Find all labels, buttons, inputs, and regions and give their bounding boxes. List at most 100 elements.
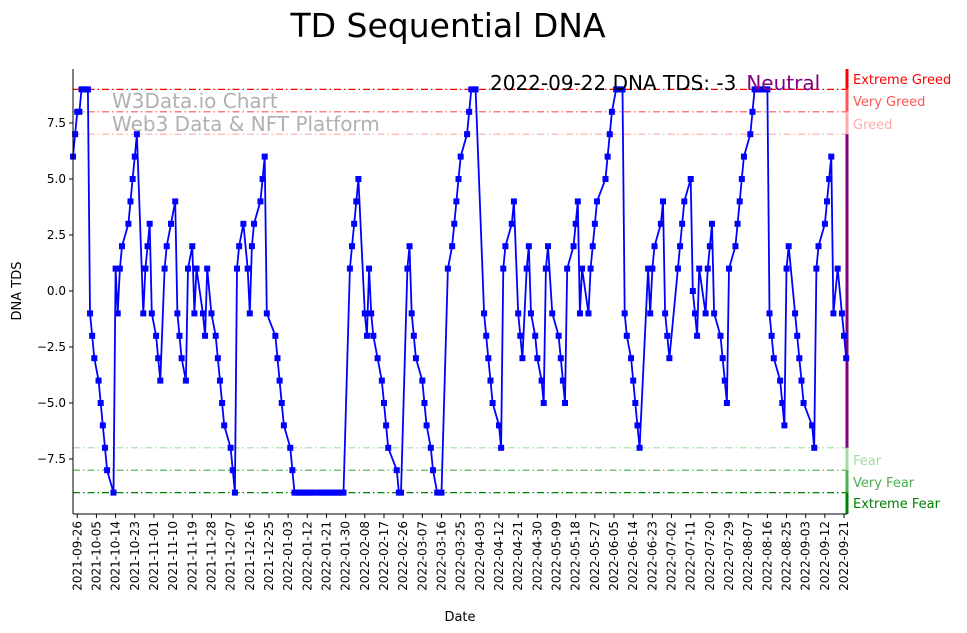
data-point-marker [645,265,652,272]
x-tick-label: 2022-06-23 [645,521,659,591]
data-point-marker [647,310,654,317]
y-tick-label: 2.5 [47,228,66,242]
data-point-marker [259,176,266,182]
data-point-marker [453,198,460,205]
data-point-marker [570,243,577,250]
zone-bar [845,69,849,90]
data-point-marker [738,176,745,182]
x-tick-label: 2022-04-21 [511,521,525,591]
data-point-marker [363,332,370,339]
data-point-marker [777,377,784,384]
data-point-marker [455,176,462,182]
x-ticks: 2021-09-26 2021-10-05 2021-10-14 2021-10-23… [70,514,851,591]
data-point-marker [248,243,255,250]
data-point-marker [410,332,417,339]
data-point-marker [457,153,464,160]
data-point-marker [726,265,733,272]
data-point-marker [540,400,547,406]
x-tick-label: 2022-09-03 [799,521,813,591]
data-point-marker [785,243,792,250]
data-point-marker [72,131,79,138]
data-point-marker [191,310,198,317]
data-point-marker [185,265,192,272]
x-tick-label: 2021-10-05 [89,521,103,591]
data-point-marker [532,332,539,339]
data-point-marker [574,198,581,205]
data-point-marker [353,198,360,205]
data-point-marker [811,444,818,451]
data-point-marker [815,243,822,250]
x-tick-label: 2021-11-19 [185,521,199,591]
data-point-marker [412,355,419,362]
data-point-marker [280,422,287,429]
data-point-marker [144,243,151,250]
data-point-marker [368,310,375,317]
data-point-marker [525,243,532,250]
data-point-marker [153,332,160,339]
data-point-marker [510,198,517,205]
data-point-marker [340,489,347,496]
data-point-marker [97,400,104,406]
data-point-marker [208,310,215,317]
data-point-marker [214,355,221,362]
data-point-marker [263,310,270,317]
watermark: W3Data.io Chart Web3 Data & NFT Platform [112,89,380,136]
data-point-marker [246,310,253,317]
data-point-marker [602,176,609,182]
data-point-marker [193,265,200,272]
data-point-marker [483,332,490,339]
x-tick-label: 2022-08-16 [760,521,774,591]
x-tick-label: 2021-12-25 [262,521,276,591]
data-point-marker [378,377,385,384]
data-point-marker [666,355,673,362]
y-axis-label: DNA TDS [10,262,25,321]
data-point-marker [370,332,377,339]
data-point-marker [768,332,775,339]
data-point-marker [481,310,488,317]
data-point-marker [781,422,788,429]
data-point-marker [176,332,183,339]
x-tick-label: 2022-09-21 [837,521,851,591]
watermark-line-2: Web3 Data & NFT Platform [112,112,380,136]
data-point-marker [466,108,473,115]
data-point-marker [657,220,664,227]
x-tick-label: 2022-05-18 [569,521,583,591]
data-point-marker [487,377,494,384]
x-tick-label: 2022-02-17 [377,521,391,591]
x-tick-label: 2022-06-14 [626,521,640,591]
data-point-marker [696,265,703,272]
data-point-marker [349,243,356,250]
x-tick-label: 2022-07-02 [665,521,679,591]
data-point-marker [104,467,111,474]
zone-bar [845,492,849,514]
data-point-marker [91,355,98,362]
data-point-marker [523,265,530,272]
dna-tds-series [70,86,850,496]
data-point-marker [770,355,777,362]
x-axis-label: Date [444,610,475,625]
data-point-marker [821,220,828,227]
x-tick-label: 2022-06-05 [607,521,621,591]
x-tick-label: 2021-12-07 [224,521,238,591]
data-point-marker [604,153,611,160]
data-point-marker [636,444,643,451]
x-tick-label: 2022-01-30 [339,521,353,591]
data-point-marker [240,220,247,227]
data-point-marker [278,400,285,406]
data-point-marker [449,243,456,250]
data-point-marker [131,153,138,160]
data-point-marker [234,265,241,272]
data-point-marker [734,220,741,227]
x-tick-label: 2022-07-20 [703,521,717,591]
data-point-marker [289,467,296,474]
annotation-value: 2022-09-22 DNA TDS: -3 [490,71,736,95]
data-point-marker [219,400,226,406]
data-point-marker [651,243,658,250]
data-point-marker [216,377,223,384]
data-point-marker [764,86,771,93]
annotation-text: 2022-09-22 DNA TDS: -3 Neutral [490,71,820,95]
x-tick-label: 2022-03-25 [454,521,468,591]
x-tick-label: 2022-09-12 [818,521,832,591]
x-tick-label: 2022-01-03 [281,521,295,591]
data-point-marker [766,310,773,317]
